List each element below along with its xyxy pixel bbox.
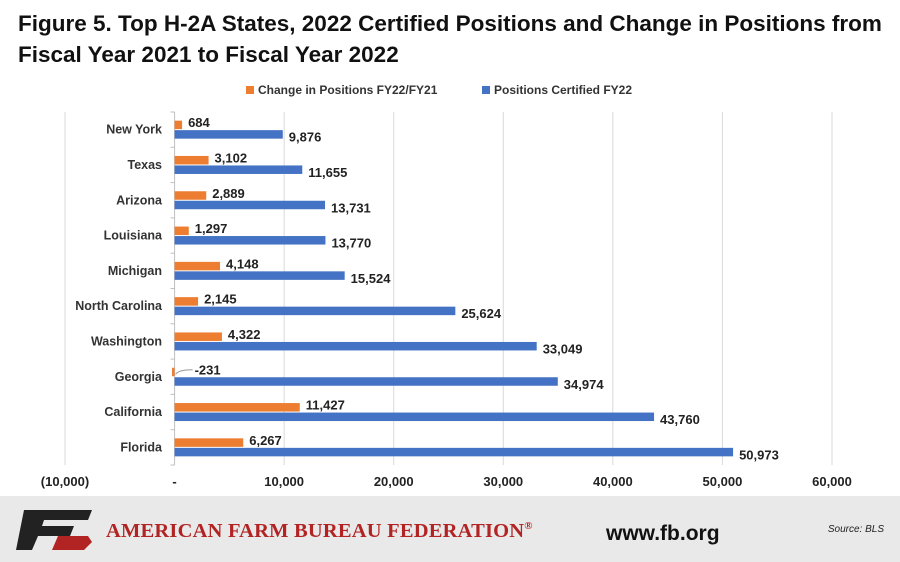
category-label: Washington bbox=[91, 334, 162, 348]
bar bbox=[174, 236, 326, 245]
bar bbox=[174, 341, 537, 351]
x-tick-label: 30,000 bbox=[483, 474, 523, 489]
category-label: Georgia bbox=[115, 370, 163, 384]
website-link[interactable]: www.fb.org bbox=[606, 522, 720, 545]
bar bbox=[172, 367, 175, 377]
h2a-bar-chart: (10,000) - 10,000 20,000 30,000 40,000 50,000 6… bbox=[41, 83, 852, 489]
data-label: 25,624 bbox=[461, 306, 502, 321]
bar bbox=[174, 412, 655, 422]
category-label: Florida bbox=[120, 440, 163, 454]
bar bbox=[174, 403, 300, 412]
legend-label: Positions Certified FY22 bbox=[494, 83, 632, 97]
category-label: North Carolina bbox=[75, 299, 163, 313]
bar bbox=[174, 191, 207, 200]
farm-bureau-logo-icon bbox=[16, 510, 92, 550]
bar bbox=[174, 271, 345, 280]
data-label: 4,148 bbox=[226, 256, 259, 271]
data-label: 9,876 bbox=[289, 130, 322, 145]
bar bbox=[174, 226, 189, 236]
data-label: 34,974 bbox=[564, 377, 605, 392]
bar bbox=[174, 332, 222, 341]
category-label: Michigan bbox=[108, 264, 162, 278]
category-label: California bbox=[104, 405, 163, 419]
data-label: -231 bbox=[195, 362, 221, 377]
x-tick-label: 50,000 bbox=[703, 474, 743, 489]
x-tick-label: 60,000 bbox=[812, 474, 852, 489]
bar bbox=[174, 130, 283, 139]
bar bbox=[174, 306, 456, 316]
data-label: 2,889 bbox=[212, 186, 245, 201]
data-label: 2,145 bbox=[204, 292, 237, 307]
data-label: 11,427 bbox=[306, 398, 345, 413]
x-tick-label: 10,000 bbox=[264, 474, 304, 489]
bar bbox=[174, 200, 326, 210]
x-tick-label: - bbox=[172, 474, 176, 489]
x-tick-label: 40,000 bbox=[593, 474, 633, 489]
data-label: 4,322 bbox=[228, 327, 261, 342]
bar bbox=[174, 165, 303, 174]
data-label: 11,655 bbox=[308, 165, 347, 180]
data-label: 1,297 bbox=[195, 221, 228, 236]
category-label: Texas bbox=[127, 158, 162, 172]
data-label: 13,731 bbox=[331, 200, 371, 215]
data-label: 50,973 bbox=[739, 447, 779, 462]
category-label: Arizona bbox=[116, 193, 163, 207]
bar bbox=[174, 120, 183, 130]
data-label: 43,760 bbox=[660, 412, 700, 427]
category-label: New York bbox=[106, 123, 162, 137]
bar bbox=[174, 377, 558, 386]
data-label: 33,049 bbox=[543, 341, 583, 356]
category-label: Louisiana bbox=[104, 229, 163, 243]
bar bbox=[174, 438, 244, 447]
data-label-leader bbox=[175, 369, 193, 375]
legend-swatch bbox=[246, 86, 254, 94]
data-label: 684 bbox=[188, 115, 210, 130]
source-note: Source: BLS bbox=[827, 524, 884, 535]
data-label: 3,102 bbox=[215, 150, 248, 165]
data-label: 15,524 bbox=[351, 271, 392, 286]
x-tick-label: (10,000) bbox=[41, 474, 89, 489]
bar bbox=[174, 261, 221, 271]
bar bbox=[174, 447, 734, 457]
data-label: 6,267 bbox=[249, 433, 282, 448]
x-tick-label: 20,000 bbox=[374, 474, 414, 489]
org-name: AMERICAN FARM BUREAU FEDERATION® bbox=[106, 520, 533, 542]
legend-label: Change in Positions FY22/FY21 bbox=[258, 83, 438, 97]
bar bbox=[174, 155, 209, 165]
legend-swatch bbox=[482, 86, 490, 94]
data-label: 13,770 bbox=[331, 236, 371, 251]
footer-bar: AMERICAN FARM BUREAU FEDERATION® www.fb.… bbox=[0, 496, 900, 562]
chart-title: Figure 5. Top H-2A States, 2022 Certifie… bbox=[18, 11, 882, 67]
bar bbox=[174, 297, 199, 306]
